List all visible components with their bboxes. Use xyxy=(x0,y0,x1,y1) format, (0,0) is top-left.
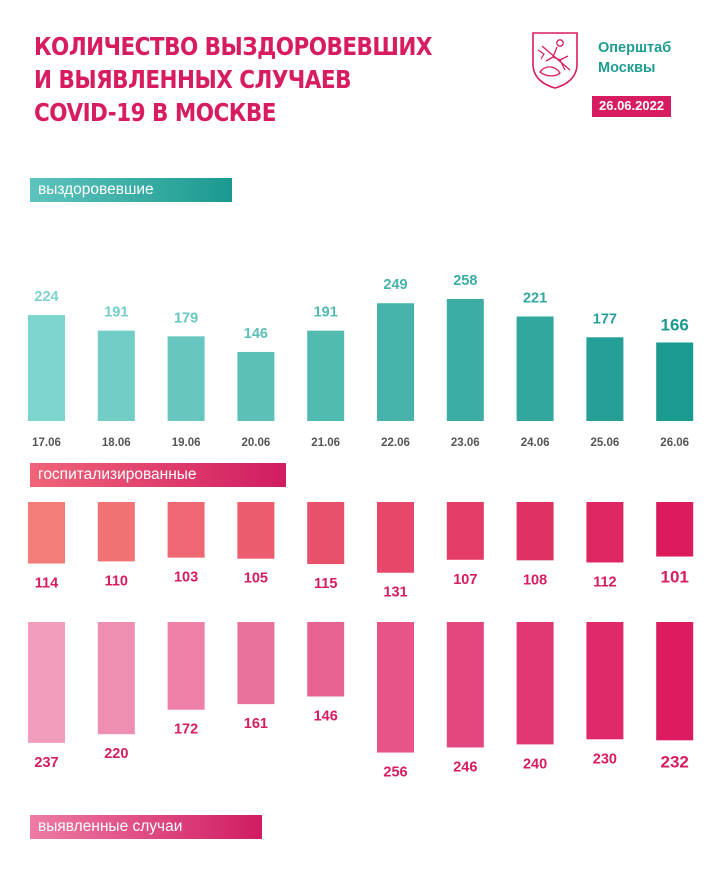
hospitalized-bar xyxy=(307,502,345,565)
recovered-value-label: 191 xyxy=(104,305,128,321)
hospitalized-value-label: 105 xyxy=(244,571,268,587)
cases-bar xyxy=(307,622,345,697)
recovered-value-label: 258 xyxy=(453,273,477,289)
org-line-2: Москвы xyxy=(598,60,656,76)
recovered-value-label: 177 xyxy=(593,311,617,327)
hospitalized-value-label: 107 xyxy=(453,572,477,588)
recovered-bar xyxy=(586,337,624,421)
cases-bar xyxy=(656,622,694,741)
recovered-value-label: 221 xyxy=(523,290,547,306)
recovered-bar xyxy=(377,303,414,421)
cases-bar xyxy=(167,622,205,710)
hospitalized-bar xyxy=(377,502,414,573)
hospitalized-bar xyxy=(237,502,275,559)
hospitalized-value-label: 110 xyxy=(105,573,128,589)
date-tick-label: 21.06 xyxy=(311,437,340,449)
hospitalized-bar xyxy=(167,502,205,558)
hospitalized-bar xyxy=(656,502,694,557)
recovered-value-label: 166 xyxy=(661,315,689,334)
hospitalized-bar xyxy=(586,502,624,563)
hospitalized-value-label: 103 xyxy=(174,570,198,586)
date-tick-label: 22.06 xyxy=(381,437,410,449)
cases-bar xyxy=(237,622,275,705)
hospitalized-value-label: 108 xyxy=(523,572,547,588)
hospitalized-value-label: 101 xyxy=(661,568,689,587)
cases-value-label: 146 xyxy=(314,708,338,724)
date-badge: 26.06.2022 xyxy=(592,96,672,117)
recovered-bar xyxy=(167,336,205,421)
org-name: Оперштаб Москвы xyxy=(598,38,698,78)
hospitalized-bar xyxy=(446,502,484,560)
recovered-bar xyxy=(28,315,65,421)
title-line-2: И ВЫЯВЛЕННЫХ СЛУЧАЕВ xyxy=(34,65,351,94)
hospitalized-value-label: 112 xyxy=(593,574,616,590)
recovered-value-label: 191 xyxy=(314,305,338,321)
recovered-bar xyxy=(237,351,275,421)
date-tick-label: 24.06 xyxy=(521,437,550,449)
date-tick-label: 17.06 xyxy=(32,437,61,449)
cases-value-label: 232 xyxy=(661,752,689,771)
moscow-coat-of-arms-icon xyxy=(532,32,578,89)
recovered-bar xyxy=(97,330,135,421)
cases-value-label: 240 xyxy=(523,756,547,772)
recovered-value-label: 224 xyxy=(34,289,58,305)
hospitalized-bar xyxy=(516,502,554,561)
cases-bar xyxy=(586,622,624,740)
cases-bar xyxy=(377,622,414,753)
recovered-bar xyxy=(516,316,554,421)
cases-bar xyxy=(97,622,135,735)
cases-bar xyxy=(446,622,484,748)
date-tick-label: 23.06 xyxy=(451,437,480,449)
cases-section-label: выявленные случаи xyxy=(30,815,262,839)
cases-bar xyxy=(516,622,554,745)
hospitalized-value-label: 114 xyxy=(35,576,58,592)
chart-title: КОЛИЧЕСТВО ВЫЗДОРОВЕВШИХ И ВЫЯВЛЕННЫХ СЛ… xyxy=(34,30,432,129)
cases-bar xyxy=(28,622,65,743)
recovered-bar xyxy=(307,330,345,421)
date-tick-label: 26.06 xyxy=(660,437,689,449)
cases-value-label: 172 xyxy=(174,722,198,738)
recovered-value-label: 179 xyxy=(174,310,198,326)
hospitalized-value-label: 115 xyxy=(314,576,337,592)
cases-value-label: 256 xyxy=(383,765,407,781)
cases-value-label: 220 xyxy=(104,746,128,762)
hospitalized-bar xyxy=(28,502,65,564)
date-tick-label: 18.06 xyxy=(102,437,131,449)
cases-value-label: 161 xyxy=(244,716,268,732)
title-line-3: COVID-19 В МОСКВЕ xyxy=(34,98,276,127)
date-tick-label: 20.06 xyxy=(242,437,271,449)
recovered-bar xyxy=(446,298,484,421)
org-line-1: Оперштаб xyxy=(598,40,672,56)
cases-value-label: 237 xyxy=(34,755,58,771)
recovered-bar xyxy=(656,342,694,421)
hospitalized-section-label: госпитализированные xyxy=(30,463,286,487)
title-line-1: КОЛИЧЕСТВО ВЫЗДОРОВЕВШИХ xyxy=(34,32,432,61)
recovered-value-label: 146 xyxy=(244,326,268,342)
date-tick-label: 25.06 xyxy=(591,437,620,449)
date-tick-label: 19.06 xyxy=(172,437,201,449)
cases-value-label: 230 xyxy=(593,751,617,767)
cases-value-label: 246 xyxy=(453,759,477,775)
hospitalized-value-label: 131 xyxy=(383,585,407,601)
hospitalized-bar xyxy=(97,502,135,562)
recovered-value-label: 249 xyxy=(383,277,407,293)
recovered-section-label: выздоровевшие xyxy=(30,178,232,202)
